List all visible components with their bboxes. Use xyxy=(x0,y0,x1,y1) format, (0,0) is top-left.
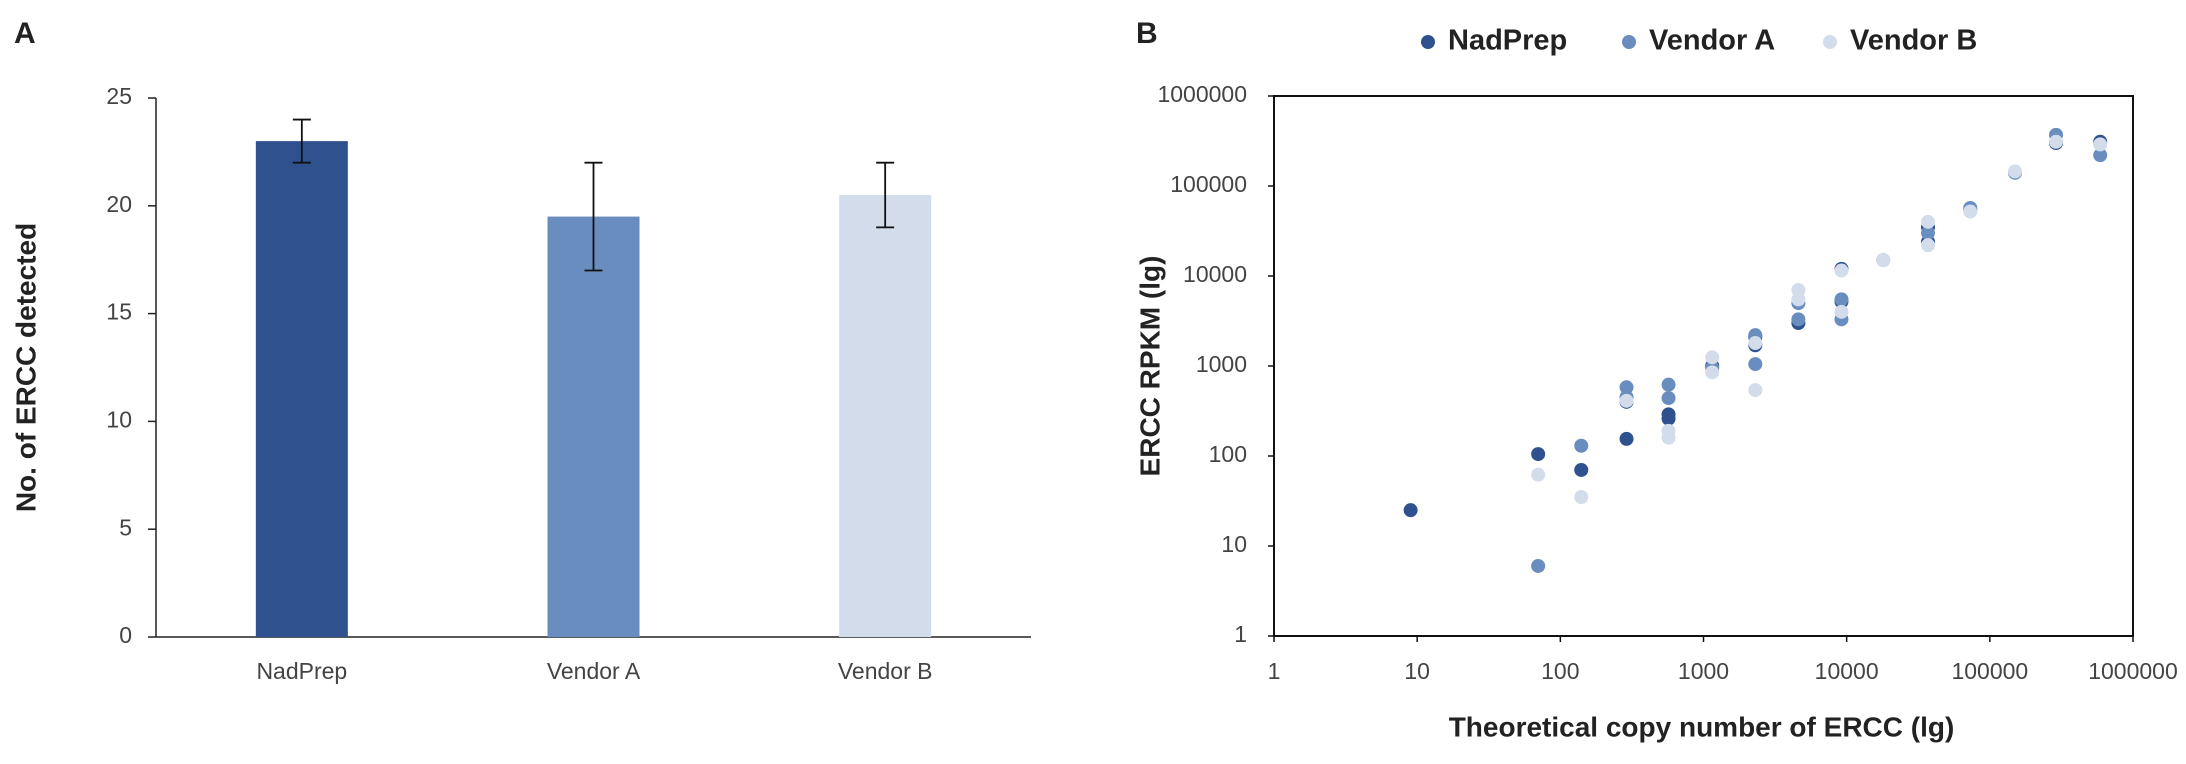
y-axis-label: ERCC RPKM (lg) xyxy=(1134,256,1165,477)
y-tick-label: 100 xyxy=(1209,441,1247,467)
error-bar xyxy=(292,118,311,164)
point xyxy=(1876,253,1891,268)
point xyxy=(1574,438,1589,453)
point xyxy=(1791,312,1806,327)
point xyxy=(1748,383,1763,398)
point xyxy=(1834,304,1849,319)
point xyxy=(2093,137,2108,152)
point xyxy=(1834,263,1849,278)
plot-frame xyxy=(1273,95,2134,637)
y-tick-label: 10 xyxy=(106,406,132,432)
x-tick-label: 100 xyxy=(1541,658,1579,684)
point xyxy=(2049,134,2064,149)
point xyxy=(1661,407,1676,422)
point xyxy=(1921,214,1936,229)
point xyxy=(1531,447,1546,462)
point xyxy=(1661,423,1676,438)
y-tick-label: 5 xyxy=(119,514,132,540)
x-tick-label: 100000 xyxy=(1951,658,2028,684)
point xyxy=(1661,377,1676,392)
x-axis-label: Theoretical copy number of ERCC (lg) xyxy=(1449,711,1955,742)
point xyxy=(1531,467,1546,482)
point xyxy=(1791,292,1806,307)
legend-marker xyxy=(1823,35,1837,49)
y-axis-label: No. of ERCC detected xyxy=(10,223,41,512)
x-tick-label: 10 xyxy=(1404,658,1430,684)
error-bar xyxy=(584,161,603,272)
y-tick-label: 10000 xyxy=(1183,261,1247,287)
y-tick-label: 20 xyxy=(106,191,132,217)
y-tick-label: 100000 xyxy=(1170,171,1247,197)
x-tick-label: 1000000 xyxy=(2088,658,2178,684)
point xyxy=(1705,350,1720,365)
point xyxy=(1574,490,1589,505)
error-bar xyxy=(876,161,895,229)
point xyxy=(1574,462,1589,477)
point xyxy=(1705,365,1720,380)
point xyxy=(1921,238,1936,253)
panel-label: A xyxy=(14,17,36,50)
point xyxy=(1619,431,1634,446)
point xyxy=(1921,226,1936,241)
point xyxy=(1531,558,1546,573)
y-tick-label: 25 xyxy=(106,83,132,109)
x-tick-label: Vendor A xyxy=(547,658,641,684)
legend-marker xyxy=(1421,35,1435,49)
point xyxy=(1963,204,1978,219)
y-tick-label: 1 xyxy=(1234,621,1247,647)
x-tick-label: 1000 xyxy=(1678,658,1729,684)
y-tick-label: 1000 xyxy=(1196,351,1247,377)
legend-label: Vendor B xyxy=(1850,25,1977,57)
bar xyxy=(255,141,348,637)
x-tick-label: NadPrep xyxy=(256,658,347,684)
legend-label: Vendor A xyxy=(1649,25,1775,57)
panel-label: B xyxy=(1136,17,1158,50)
bar xyxy=(547,216,640,637)
point xyxy=(1748,357,1763,372)
y-tick-label: 10 xyxy=(1221,531,1247,557)
point xyxy=(2008,164,2023,179)
point xyxy=(1619,393,1634,408)
legend-label: NadPrep xyxy=(1448,25,1567,57)
point xyxy=(1748,336,1763,351)
bar xyxy=(839,195,932,637)
point xyxy=(1834,292,1849,307)
point xyxy=(1403,503,1418,518)
point xyxy=(2093,148,2108,163)
legend-marker xyxy=(1622,35,1636,49)
x-tick-label: 1 xyxy=(1268,658,1281,684)
x-tick-label: Vendor B xyxy=(838,658,933,684)
y-tick-label: 0 xyxy=(119,622,132,648)
y-tick-label: 15 xyxy=(106,299,132,325)
x-tick-label: 10000 xyxy=(1815,658,1879,684)
point xyxy=(1619,380,1634,395)
y-tick-label: 1000000 xyxy=(1157,81,1247,107)
point xyxy=(1661,391,1676,406)
